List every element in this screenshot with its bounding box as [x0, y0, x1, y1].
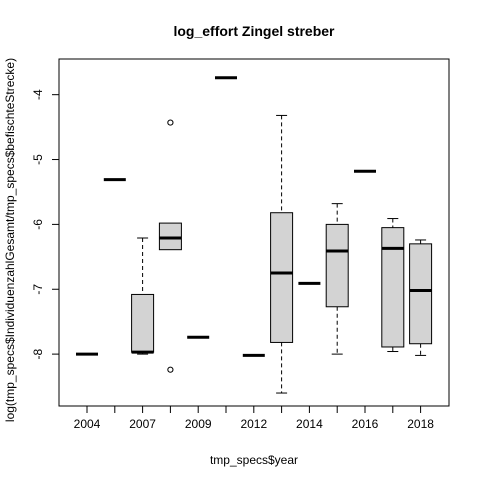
box-iqr [381, 227, 405, 348]
x-tick-label: 2014 [296, 417, 323, 431]
x-tick-label: 2012 [240, 417, 267, 431]
box-iqr [158, 222, 182, 251]
box-2017 [381, 218, 405, 353]
outlier-point [167, 366, 174, 373]
outlier-point [167, 119, 174, 126]
x-axis: 2004 2007 2009 2012 2014 2016 2018 [74, 405, 434, 431]
y-axis-label: log(tmp_specs$IndividuenzahlGesamt/tmp_s… [3, 58, 17, 422]
x-tick-label: 2018 [407, 417, 434, 431]
y-tick-label: -4 [31, 89, 45, 100]
y-axis: -8 -7 -6 -5 -4 [31, 89, 60, 359]
box-2015 [325, 203, 349, 355]
chart-title: log_effort Zingel streber [173, 23, 335, 39]
x-tick-label: 2016 [352, 417, 379, 431]
box-iqr [270, 212, 294, 343]
x-tick-label: 2009 [185, 417, 212, 431]
box-2013 [270, 114, 294, 394]
box-iqr [409, 243, 433, 345]
box-iqr [131, 293, 155, 353]
box-2007 [131, 237, 155, 355]
box-iqr [325, 223, 349, 308]
x-axis-label: tmp_specs$year [210, 453, 298, 467]
x-tick-label: 2007 [129, 417, 156, 431]
x-tick-label: 2004 [74, 417, 101, 431]
box-2008 [158, 119, 182, 373]
y-tick-label: -6 [31, 219, 45, 230]
boxes [76, 76, 433, 394]
y-tick-label: -7 [31, 284, 45, 295]
y-tick-label: -5 [31, 154, 45, 165]
box-2018 [409, 239, 433, 356]
y-tick-label: -8 [31, 348, 45, 359]
